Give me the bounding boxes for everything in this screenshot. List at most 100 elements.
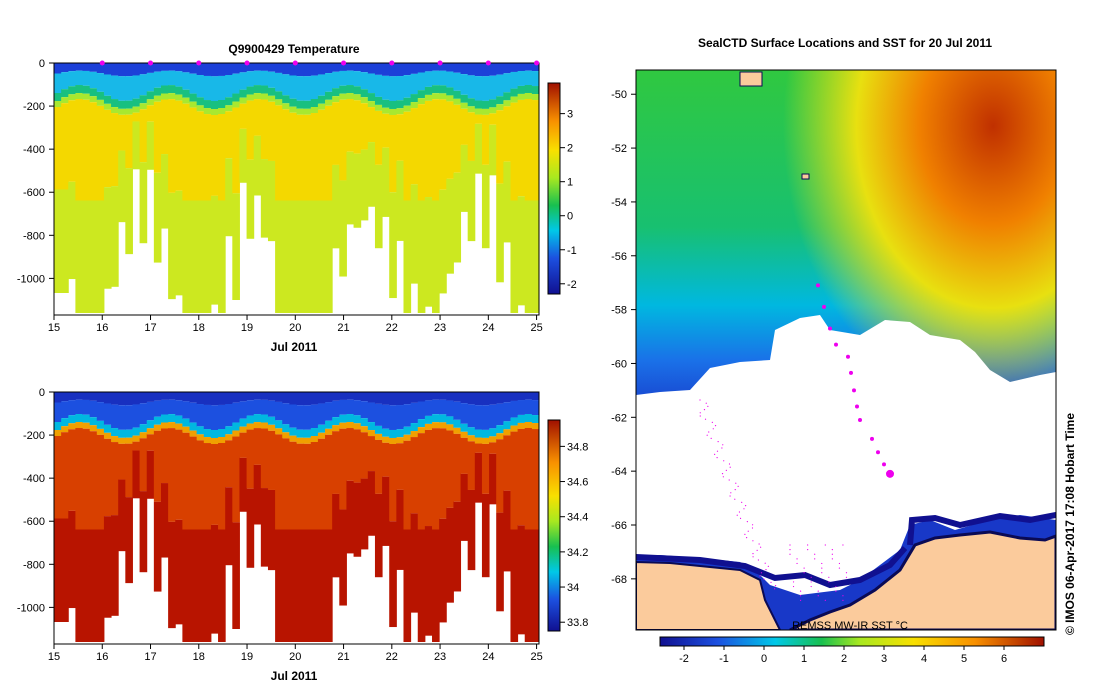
seal-track-dot bbox=[706, 434, 708, 436]
salinity-cell bbox=[282, 432, 290, 439]
temp-cell bbox=[168, 93, 176, 100]
temp-cell bbox=[103, 103, 112, 110]
salinity-cell bbox=[218, 443, 226, 530]
salinity-cell bbox=[68, 400, 76, 416]
salinity-cell bbox=[374, 439, 383, 494]
temp-cell bbox=[403, 111, 412, 201]
salinity-cell bbox=[61, 518, 69, 622]
salinity-cell bbox=[303, 443, 312, 530]
salinity-cell bbox=[175, 429, 183, 520]
salinity-cell bbox=[303, 429, 312, 438]
temp-cell bbox=[396, 160, 404, 241]
temp-cell bbox=[303, 200, 312, 313]
temp-cell bbox=[111, 113, 119, 187]
salinity-cell bbox=[153, 424, 162, 431]
salinity-cell bbox=[239, 401, 248, 419]
salinity-cell bbox=[75, 392, 84, 400]
seal-track-dot bbox=[821, 562, 823, 565]
salinity-cell bbox=[253, 428, 262, 465]
temp-cell bbox=[524, 200, 533, 313]
seal-track-dot bbox=[835, 590, 837, 592]
salinity-cell bbox=[446, 400, 454, 417]
temp-cell bbox=[325, 73, 333, 92]
seal-track-dot bbox=[792, 581, 795, 583]
seal-track-dot bbox=[828, 576, 830, 578]
salinity-cell bbox=[289, 435, 297, 442]
temp-cell bbox=[96, 73, 105, 92]
salinity-cell bbox=[517, 392, 526, 401]
salinity-cell bbox=[460, 423, 469, 432]
seal-track-dot bbox=[814, 558, 816, 560]
temp-cell bbox=[82, 63, 91, 71]
map-lat-tick-label: -66 bbox=[611, 520, 627, 532]
temp-cell bbox=[310, 200, 319, 313]
temp-cell bbox=[503, 106, 511, 162]
temp-cell bbox=[111, 75, 119, 100]
temp-cell bbox=[317, 63, 326, 75]
temp-cell bbox=[417, 200, 426, 313]
temp-x-axis: 15 16 17 18 19 20 21 22 23 24 25 bbox=[48, 315, 543, 334]
seal-track-dot bbox=[845, 572, 848, 574]
seal-track-dot bbox=[752, 556, 754, 558]
temp-cell bbox=[89, 200, 98, 313]
temp-cell bbox=[489, 75, 497, 100]
temp-cell bbox=[517, 85, 526, 94]
temp-cell bbox=[289, 112, 297, 201]
temp-cell bbox=[118, 108, 126, 115]
seal-track-dot bbox=[704, 418, 707, 420]
seal-track-dot bbox=[835, 585, 837, 588]
temp-cell bbox=[317, 95, 326, 104]
temp-cell bbox=[118, 63, 126, 77]
salinity-cell bbox=[246, 400, 255, 416]
temp-cell bbox=[403, 105, 412, 112]
salinity-cell bbox=[332, 417, 340, 426]
salinity-cell bbox=[89, 431, 98, 530]
salinity-cell bbox=[325, 428, 333, 435]
temp-cell bbox=[89, 102, 98, 201]
temp-cell bbox=[146, 105, 155, 122]
temp-cell bbox=[139, 95, 148, 104]
seal-surface-location bbox=[846, 354, 850, 359]
salinity-cell bbox=[489, 428, 497, 437]
salinity-cell bbox=[332, 493, 340, 578]
salinity-cell bbox=[296, 443, 305, 530]
salinity-cell bbox=[182, 529, 191, 642]
salinity-cell bbox=[489, 404, 497, 429]
temp-cell bbox=[360, 149, 369, 221]
temp-cell bbox=[89, 63, 98, 72]
temp-cell bbox=[467, 98, 476, 107]
temp-cell bbox=[417, 98, 426, 105]
temp-cell bbox=[203, 63, 212, 76]
salinity-cell bbox=[346, 414, 355, 423]
seal-track-dot bbox=[817, 590, 819, 592]
seal-track-dot bbox=[831, 558, 833, 560]
salinity-cell bbox=[103, 392, 112, 404]
sst-colorbar-tick-label-c: 6 bbox=[1001, 653, 1007, 665]
salinity-cell bbox=[210, 405, 219, 430]
temp-cell bbox=[489, 99, 497, 108]
seal-track-dot bbox=[714, 453, 716, 455]
temp-cell bbox=[424, 197, 433, 307]
salinity-cell bbox=[360, 392, 369, 402]
salinity-cell bbox=[389, 437, 397, 444]
temp-cell bbox=[432, 70, 440, 86]
seal-track-dot bbox=[728, 463, 731, 465]
seal-track-dot bbox=[828, 581, 830, 583]
salinity-cell bbox=[82, 422, 91, 429]
salinity-cell bbox=[517, 422, 526, 429]
salinity-cell bbox=[353, 392, 362, 401]
temp-cell bbox=[225, 111, 233, 159]
temp-cell bbox=[296, 76, 305, 101]
salinity-cell bbox=[382, 476, 390, 546]
salinity-cell bbox=[303, 392, 312, 406]
salinity-cell bbox=[417, 433, 426, 530]
temp-cell bbox=[260, 63, 269, 71]
seal-surface-location bbox=[876, 450, 880, 455]
temp-cell bbox=[296, 114, 305, 201]
temp-cell bbox=[246, 86, 255, 95]
temp-cell bbox=[503, 73, 511, 93]
salinity-cell bbox=[139, 432, 148, 439]
salinity-cell bbox=[239, 392, 248, 402]
temp-cell bbox=[453, 104, 462, 173]
temp-cell bbox=[353, 100, 362, 154]
